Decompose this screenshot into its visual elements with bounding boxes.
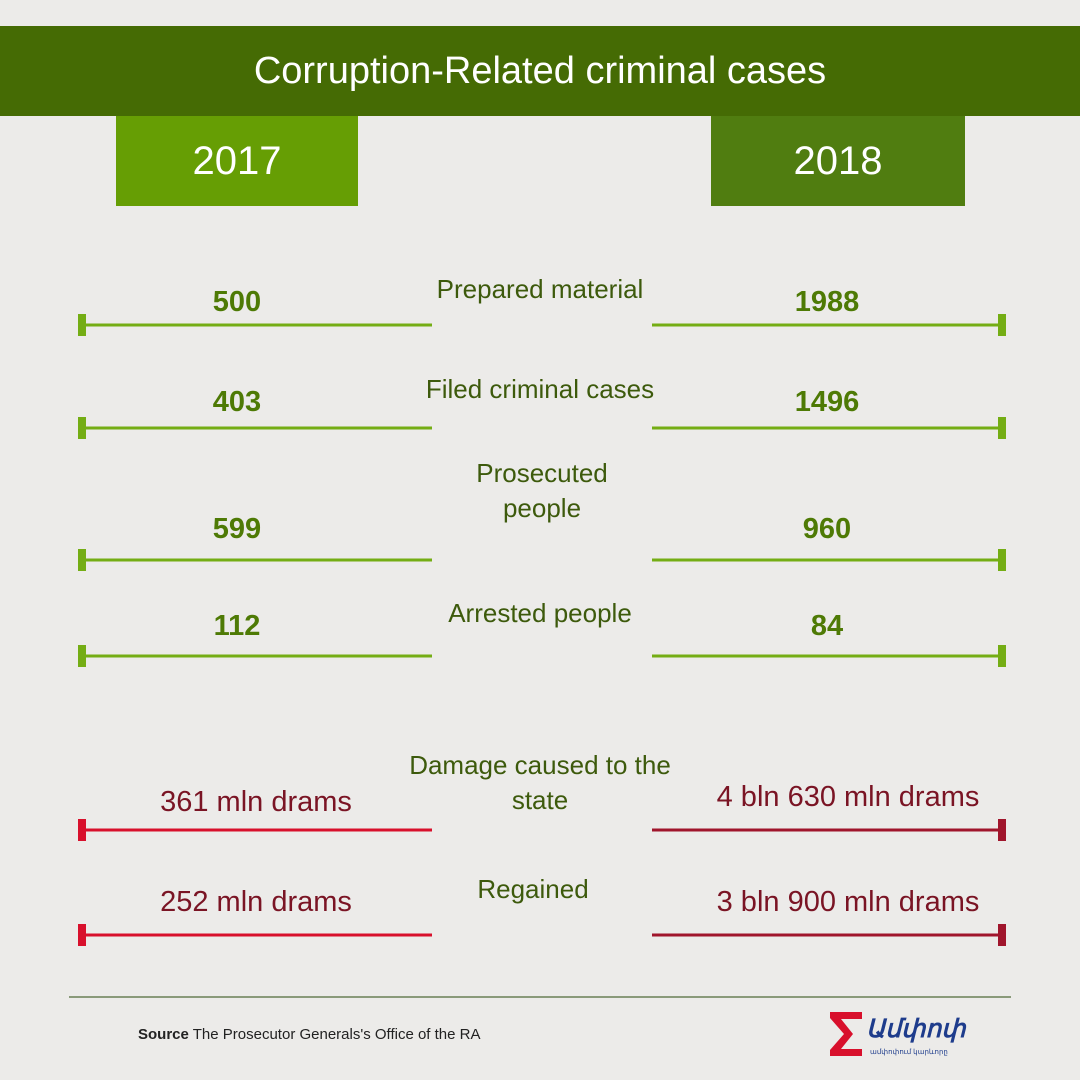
damage-caused-to-the-state-2017-end-tick (78, 819, 86, 841)
filed-criminal-cases-2018-value: 1496 (794, 386, 860, 418)
source-text: The Prosecutor Generals's Office of the … (192, 1026, 481, 1043)
damage-caused-to-the-state-label: Damage caused to the state (409, 750, 671, 815)
regained-2017-end-tick (78, 924, 86, 946)
prosecuted-people-label: Prosecuted people (476, 458, 608, 523)
arrested-people-2017-value: 112 (213, 610, 261, 642)
filed-criminal-cases-label: Filed criminal cases (425, 374, 655, 404)
source-label: Source (138, 1026, 189, 1043)
prepared-material-2017-end-tick (78, 314, 86, 336)
filed-criminal-cases-2018-end-tick (998, 417, 1006, 439)
prepared-material-2018-value: 1988 (794, 286, 860, 318)
prosecuted-people-2017-end-tick (78, 549, 86, 571)
regained-2018-end-tick (998, 924, 1006, 946)
year-2017-header: 2017 (116, 116, 358, 206)
arrested-people-label: Arrested people (448, 598, 632, 628)
damage-caused-to-the-state-2017-value: 361 mln drams (160, 786, 352, 818)
prepared-material-2017-value: 500 (212, 286, 262, 318)
damage-caused-to-the-state-2018-end-tick (998, 819, 1006, 841)
arrested-people-2017-end-tick (78, 645, 86, 667)
footer-divider (69, 996, 1011, 998)
prosecuted-people-2018-end-tick (998, 549, 1006, 571)
prosecuted-people-2018-value: 960 (802, 513, 852, 545)
prosecuted-people-2017-value: 599 (212, 513, 262, 545)
logo-wordmark: Ամփոփ (866, 1015, 966, 1043)
filed-criminal-cases-2017-value: 403 (212, 386, 262, 418)
chart-title: Corruption-Related criminal cases (0, 26, 1080, 116)
arrested-people-2018-value: 84 (810, 610, 844, 642)
filed-criminal-cases-2017-end-tick (78, 417, 86, 439)
logo-tagline: ամփոփում կարևորը (870, 1049, 948, 1056)
sigma-logo-icon (830, 1012, 862, 1056)
damage-caused-to-the-state-2018-value: 4 bln 630 mln drams (716, 781, 980, 813)
amphop-logo: Ամփոփ ամփոփում կարևորը (826, 1008, 966, 1062)
source-note: Source The Prosecutor Generals's Office … (138, 1026, 480, 1043)
regained-2018-value: 3 bln 900 mln drams (716, 886, 980, 918)
regained-2017-value: 252 mln drams (160, 886, 352, 918)
prepared-material-2018-end-tick (998, 314, 1006, 336)
year-2018-header: 2018 (711, 116, 965, 206)
arrested-people-2018-end-tick (998, 645, 1006, 667)
prepared-material-label: Prepared material (436, 274, 644, 304)
regained-label: Regained (477, 874, 589, 904)
